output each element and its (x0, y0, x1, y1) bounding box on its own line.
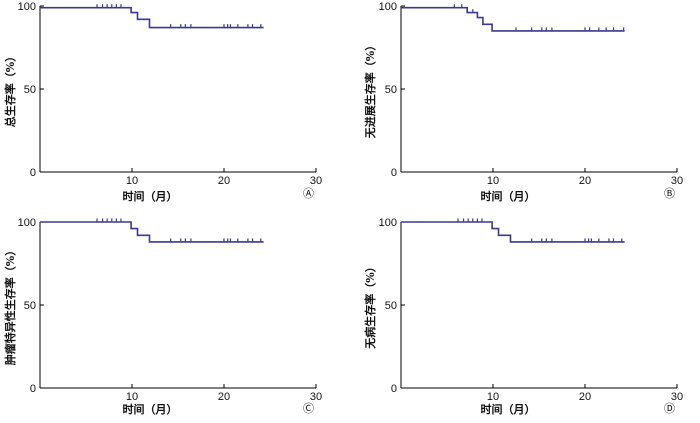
y-tick-label: 50 (24, 84, 36, 96)
x-axis-label: 时间（月） (481, 189, 536, 203)
y-axis-label: 肿瘤特异性生存率（%） (3, 245, 17, 365)
x-axis-label: 时间（月） (123, 402, 178, 416)
y-tick-label: 50 (385, 300, 397, 312)
survival-curve (401, 221, 625, 243)
y-tick-label: 0 (391, 167, 397, 179)
x-tick-label: 30 (310, 175, 322, 187)
y-tick-label: 0 (30, 167, 36, 179)
panel-label: Ⓐ (303, 187, 314, 200)
survival-curve (40, 6, 264, 29)
y-tick-label: 100 (379, 217, 397, 229)
x-axis-label: 时间（月） (481, 402, 536, 416)
x-tick-label: 30 (310, 391, 322, 403)
panel-label: Ⓒ (303, 402, 314, 415)
y-tick-label: 100 (379, 1, 397, 13)
x-tick-label: 30 (671, 391, 683, 403)
x-tick-label: 20 (579, 391, 591, 403)
y-axis-label: 总生存率（%） (3, 51, 17, 127)
x-tick-label: 20 (579, 175, 591, 187)
survival-curve (40, 221, 264, 243)
panel-label: Ⓑ (664, 187, 675, 200)
x-tick-label: 10 (487, 175, 499, 187)
y-axis-label: 无进展生存率（%） (363, 40, 377, 139)
x-tick-label: 20 (218, 391, 230, 403)
x-tick-label: 20 (218, 175, 230, 187)
y-tick-label: 0 (30, 383, 36, 395)
y-tick-label: 0 (391, 383, 397, 395)
y-tick-label: 50 (385, 84, 397, 96)
survival-curve (401, 6, 625, 32)
y-tick-label: 50 (24, 300, 36, 312)
x-axis-label: 时间（月） (123, 189, 178, 203)
y-axis-label: 无病生存率（%） (363, 261, 377, 349)
x-tick-label: 30 (671, 175, 683, 187)
y-tick-label: 100 (18, 217, 36, 229)
panel-label: Ⓓ (664, 402, 675, 415)
x-tick-label: 10 (126, 391, 138, 403)
y-tick-label: 100 (18, 1, 36, 13)
x-tick-label: 10 (487, 391, 499, 403)
x-tick-label: 10 (126, 175, 138, 187)
